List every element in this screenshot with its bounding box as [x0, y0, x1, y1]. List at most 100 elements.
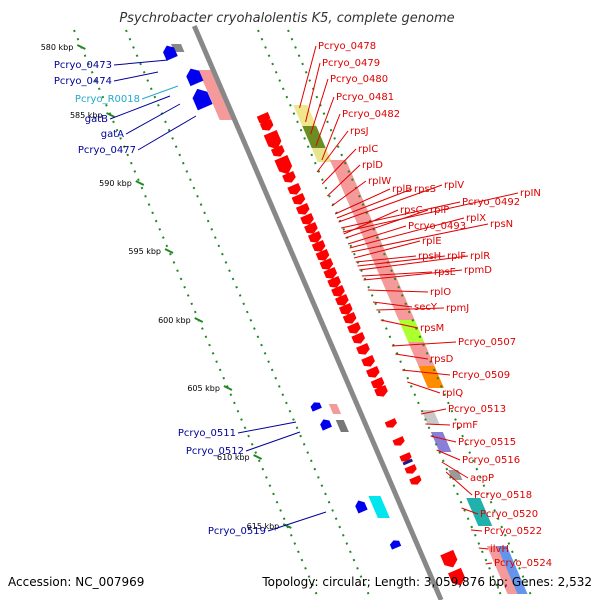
label-leader — [421, 408, 447, 415]
forward-gene-arrow — [370, 377, 385, 389]
forward-gene-label: Pcryo_0482 — [342, 109, 400, 120]
label-leader — [345, 209, 429, 239]
forward-gene-arrow-shape — [287, 183, 301, 195]
forward-gene-label: rpIN — [520, 188, 541, 199]
forward-gene-label: Pcryo_0516 — [462, 455, 520, 466]
reverse-gene-box-shape — [402, 458, 413, 466]
cog-band-reverse — [328, 404, 342, 414]
cog-band-gray — [448, 470, 463, 480]
forward-gene-arrow-shape — [323, 267, 338, 279]
forward-gene-arrow-shape — [356, 343, 370, 355]
rna-gene-label: Pcryo_R0018 — [75, 94, 140, 105]
label-leader — [376, 307, 445, 311]
forward-gene-arrow — [270, 145, 285, 157]
forward-gene-arrow — [366, 366, 380, 378]
label-leader — [343, 209, 399, 235]
reverse-gene-arrow — [320, 419, 332, 431]
reverse-gene-arrow-shape — [163, 45, 178, 61]
label-leader — [109, 95, 171, 120]
gene-labels: Pcryo_0473 Pcryo_0474 gatB gatA Pcryo_0477 Pc… — [54, 41, 552, 569]
label-leader — [342, 192, 519, 233]
track-guide-1 — [125, 29, 372, 599]
forward-gene-label: Pcryo_0515 — [458, 437, 516, 448]
label-leader — [355, 255, 417, 263]
forward-gene-arrow-shape — [331, 285, 345, 297]
forward-gene-label: acpP — [470, 473, 494, 484]
forward-gene-label: Pcryo_0481 — [336, 92, 394, 103]
forward-gene-arrow — [409, 475, 422, 485]
reverse-gene-label: Pcryo_0477 — [78, 145, 136, 156]
cog-band-ribosomal — [329, 160, 415, 320]
forward-gene-arrow — [356, 343, 370, 355]
kbp-tick — [253, 454, 263, 460]
forward-gene-arrow — [448, 567, 466, 586]
forward-gene-arrow-shape — [351, 332, 366, 344]
forward-gene-arrow — [440, 549, 458, 568]
forward-gene-label: rpsJ — [350, 126, 369, 137]
forward-gene-arrow-shape — [440, 549, 458, 568]
label-leader — [315, 96, 335, 147]
forward-gene-arrow — [335, 294, 349, 306]
label-leader — [341, 201, 461, 229]
kbp-tick — [282, 523, 292, 529]
backbone — [191, 25, 444, 600]
reverse-gene-arrow-shape — [310, 402, 322, 412]
forward-gene-arrow — [295, 203, 310, 215]
reverse-gene-label: Pcryo_0511 — [178, 428, 236, 439]
label-leader — [321, 148, 357, 185]
forward-gene-arrow — [259, 119, 274, 131]
gene-features — [163, 45, 466, 586]
label-leader — [425, 423, 451, 426]
forward-gene-arrow — [331, 285, 345, 297]
forward-gene-label: Pcryo_0513 — [448, 404, 506, 415]
label-leader — [331, 180, 367, 207]
forward-gene-arrow — [263, 129, 282, 150]
forward-gene-label: rpsC — [400, 205, 423, 216]
forward-gene-arrow-shape — [274, 154, 293, 175]
kbp-tick-label: 600 kbp — [158, 316, 191, 325]
reverse-gene-label: Pcryo_0519 — [208, 526, 266, 537]
summary-text: Topology: circular; Length: 3,059,876 bp… — [261, 575, 592, 589]
forward-gene-label: rplQ — [442, 388, 463, 399]
label-leader — [367, 289, 429, 293]
reverse-gene-arrow-shape — [389, 540, 402, 550]
forward-gene-arrow — [361, 355, 375, 367]
kbp-tick — [106, 112, 115, 118]
forward-gene-arrow-shape — [399, 452, 412, 462]
forward-gene-label: rplC — [358, 144, 378, 155]
forward-gene-arrow — [300, 213, 314, 225]
kbp-tick-label: 615 kbp — [247, 522, 280, 531]
cog-band-orange — [418, 366, 444, 388]
forward-gene-label: Pcryo_0492 — [462, 197, 520, 208]
forward-gene-label: Pcryo_0509 — [452, 370, 510, 381]
label-leader — [441, 461, 469, 479]
kbp-tick — [164, 248, 174, 254]
forward-gene-label: rplB — [392, 184, 412, 195]
forward-gene-label: ilvH — [490, 544, 509, 555]
forward-gene-arrow-shape — [384, 418, 397, 428]
forward-gene-arrow-shape — [361, 355, 375, 367]
reverse-gene-arrow — [310, 402, 322, 412]
forward-gene-arrow-shape — [347, 322, 361, 334]
reverse-gene-arrow-shape — [192, 88, 213, 111]
label-leader — [357, 255, 446, 267]
forward-gene-label: rpmD — [464, 265, 492, 276]
forward-gene-label: Pcryo_0522 — [484, 526, 542, 537]
backbone-line — [191, 25, 444, 600]
forward-gene-label: Pcryo_0479 — [322, 58, 380, 69]
reverse-gene-label: Pcryo_0474 — [54, 76, 112, 87]
forward-gene-arrow — [399, 452, 412, 462]
forward-gene-label: rpsM — [420, 323, 444, 334]
label-leader — [478, 547, 489, 550]
forward-gene-label: rplO — [430, 287, 451, 298]
label-leader — [327, 164, 361, 197]
label-leader — [391, 341, 457, 347]
label-leader — [407, 381, 441, 394]
forward-gene-label: rplR — [470, 251, 490, 262]
forward-gene-label: Pcryo_0518 — [474, 490, 532, 501]
label-leader — [445, 471, 473, 496]
label-leader — [137, 115, 197, 151]
label-leader — [237, 421, 297, 434]
kbp-tick — [135, 180, 145, 186]
